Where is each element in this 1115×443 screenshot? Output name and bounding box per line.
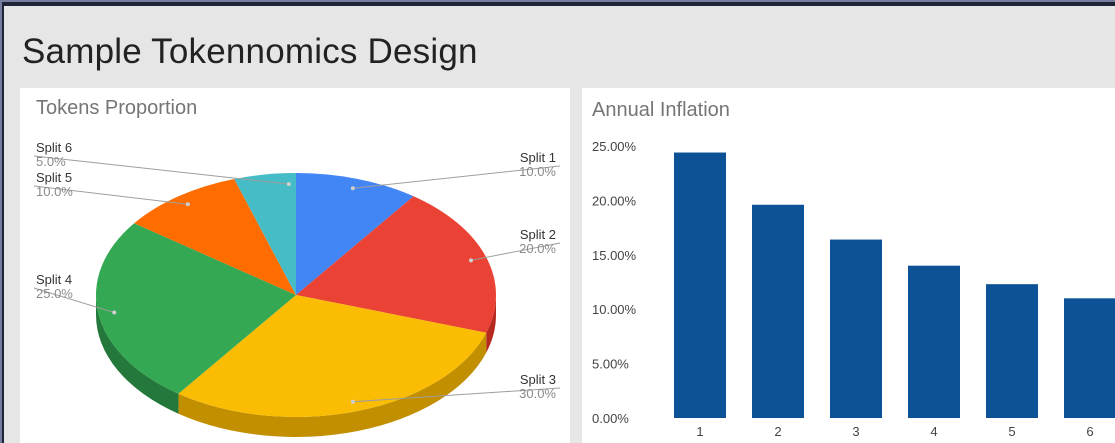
pie-value-5: 10.0% xyxy=(36,184,73,199)
pie-side-3 xyxy=(178,332,487,437)
pie-leader-dot-5 xyxy=(185,202,190,207)
y-tick-label-2: 10.00% xyxy=(592,302,637,317)
pie-slice-6 xyxy=(234,173,296,295)
pie-value-4: 25.0% xyxy=(36,286,73,301)
bar-1 xyxy=(674,152,726,418)
pie-leader-dot-1 xyxy=(350,186,355,191)
pie-label-1: Split 1 xyxy=(520,150,556,165)
pie-value-6: 5.0% xyxy=(36,154,66,169)
pie-sides xyxy=(96,295,496,437)
bar-6 xyxy=(1064,298,1115,418)
pie-leader-line-1 xyxy=(352,165,561,189)
x-tick-label-3: 3 xyxy=(852,424,859,439)
pie-leader-line-6 xyxy=(33,155,289,185)
pie-chart-title: Tokens Proportion xyxy=(36,97,197,119)
y-tick-label-0: 0.00% xyxy=(592,411,629,426)
bar-3 xyxy=(830,239,882,418)
x-tick-label-1: 1 xyxy=(696,424,703,439)
pie-label-3: Split 3 xyxy=(520,372,556,387)
pie-leader-dot-6 xyxy=(286,182,291,187)
pie-side-4 xyxy=(96,295,179,414)
bar-2 xyxy=(752,204,804,418)
pie-slices xyxy=(95,173,496,417)
pie-leader-line-2 xyxy=(470,242,561,261)
x-tick-label-6: 6 xyxy=(1086,424,1093,439)
pie-label-5: Split 5 xyxy=(36,170,72,185)
pie-value-3: 30.0% xyxy=(519,386,556,401)
y-tick-label-3: 15.00% xyxy=(592,248,637,263)
y-tick-label-4: 20.00% xyxy=(592,193,637,208)
slide-title: Sample Tokennomics Design xyxy=(22,32,478,71)
pie-chart: Tokens Proportion Split 110.0%Split 220.… xyxy=(33,97,561,437)
pie-label-4: Split 4 xyxy=(36,272,72,287)
pie-slice-3 xyxy=(178,295,487,417)
pie-leader-dot-4 xyxy=(112,310,117,315)
bar-5 xyxy=(986,284,1038,418)
pie-label-2: Split 2 xyxy=(520,227,556,242)
pie-leader-line-3 xyxy=(352,387,561,403)
bar-chart-title: Annual Inflation xyxy=(592,99,730,121)
y-tick-label-5: 25.00% xyxy=(592,139,637,154)
pie-labels: Split 110.0%Split 220.0%Split 330.0%Spli… xyxy=(33,140,561,404)
x-tick-label-2: 2 xyxy=(774,424,781,439)
pie-slice-5 xyxy=(134,178,296,295)
pie-leader-line-4 xyxy=(33,287,115,314)
pie-side-2 xyxy=(486,295,496,353)
pie-slice-1 xyxy=(296,173,414,295)
pie-label-6: Split 6 xyxy=(36,140,72,155)
pie-leader-dot-2 xyxy=(468,258,473,263)
pie-slice-2 xyxy=(296,196,496,333)
pie-leader-dot-3 xyxy=(350,399,355,404)
pie-slice-4 xyxy=(95,223,296,394)
pie-chart-panel: Tokens Proportion Split 1 10.0% Split 2 20.… xyxy=(20,88,570,443)
x-tick-label-5: 5 xyxy=(1008,424,1015,439)
pie-value-2: 20.0% xyxy=(519,241,556,256)
bar-chart: Annual Inflation 0.00% 5.00% 10.00% 15.00% 2… xyxy=(592,99,1115,439)
pie-leader-line-5 xyxy=(33,185,188,205)
bar-chart-panel: Annual Inflation 0.00% 5.00% 10.00% 15.00% 2… xyxy=(582,88,1115,443)
bar-4 xyxy=(908,265,960,418)
x-tick-label-4: 4 xyxy=(930,424,937,439)
pie-value-1: 10.0% xyxy=(519,164,556,179)
y-tick-label-1: 5.00% xyxy=(592,357,629,372)
